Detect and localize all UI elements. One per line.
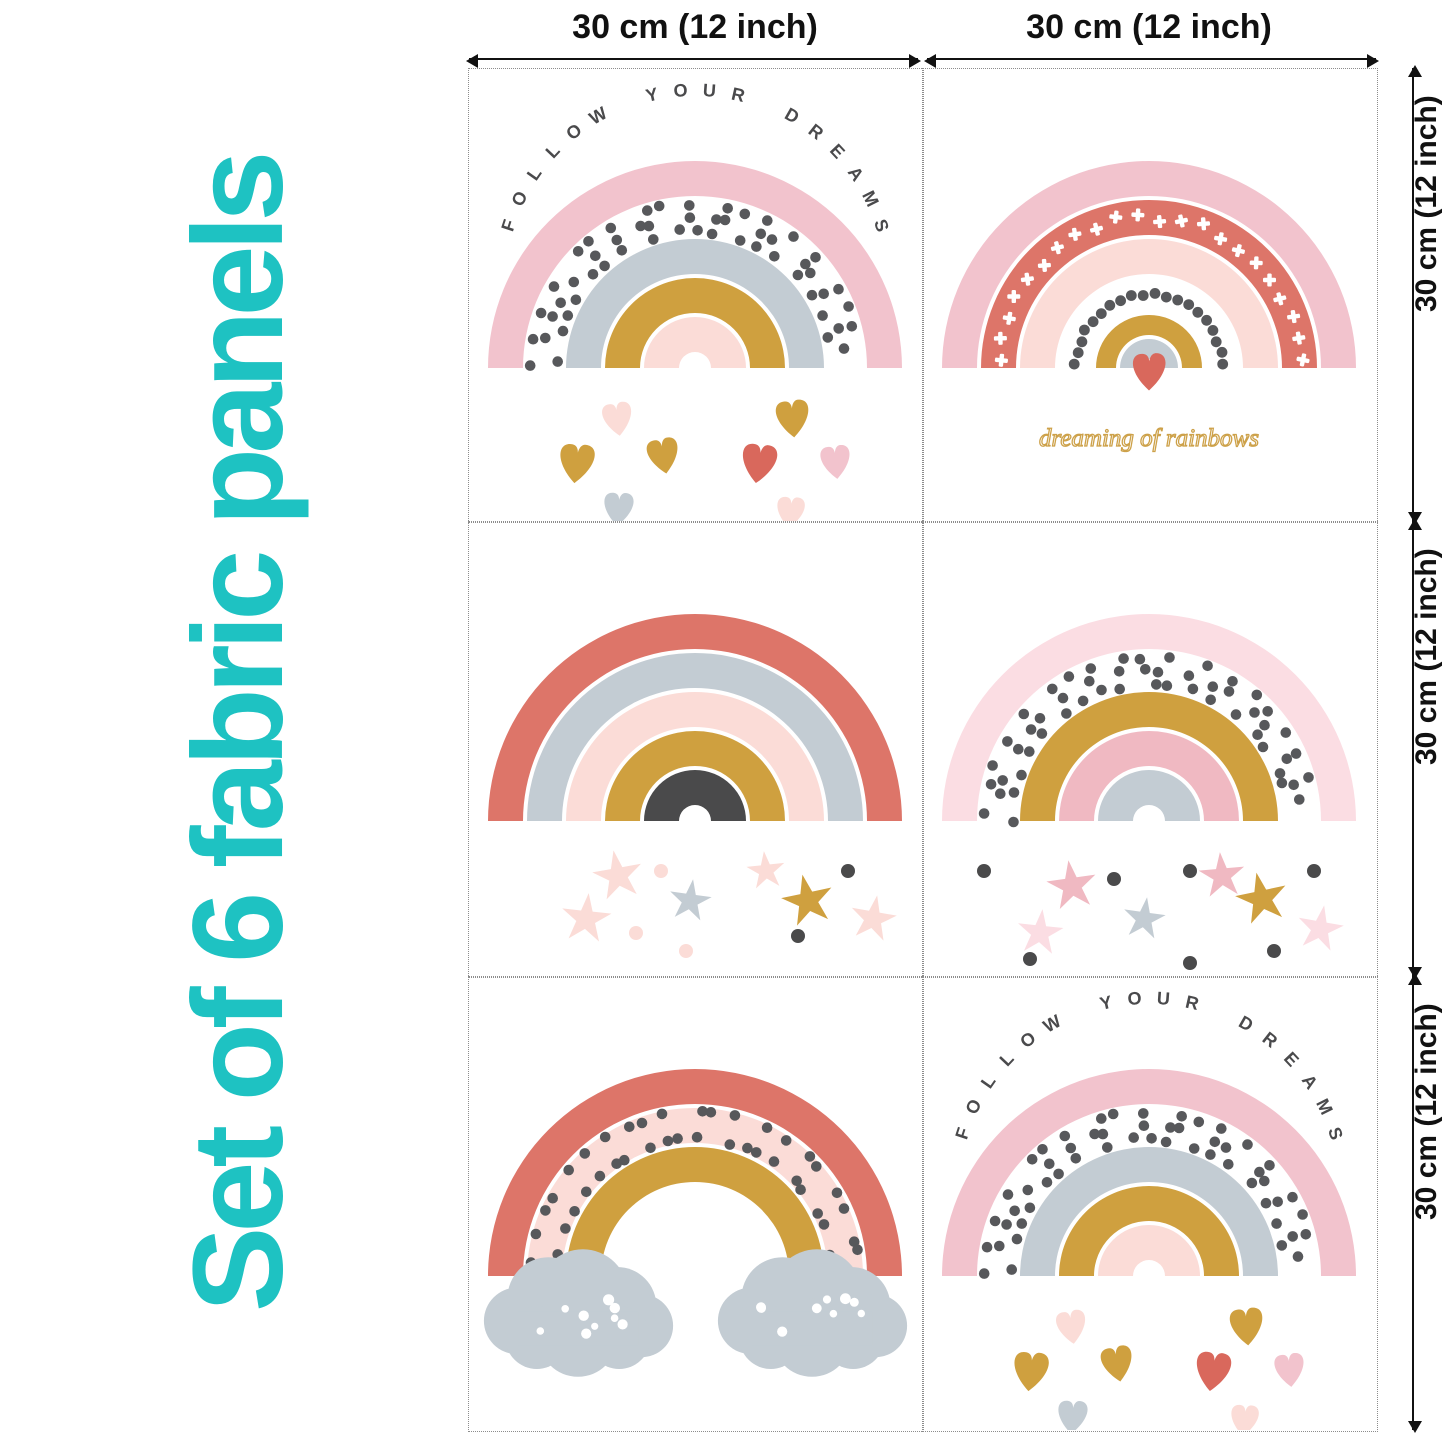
svg-text:L: L	[542, 140, 564, 162]
svg-text:R: R	[1259, 1028, 1282, 1052]
svg-text:O: O	[673, 80, 688, 101]
svg-text:W: W	[1040, 1011, 1065, 1037]
svg-text:R: R	[1184, 992, 1201, 1014]
svg-text:E: E	[1280, 1048, 1303, 1070]
svg-text:O: O	[1016, 1028, 1039, 1052]
svg-text:A: A	[1298, 1071, 1322, 1093]
svg-text:U: U	[1156, 988, 1170, 1009]
svg-text:S: S	[870, 217, 893, 235]
svg-text:D: D	[1235, 1012, 1256, 1036]
svg-text:Y: Y	[644, 84, 660, 106]
svg-text:M: M	[1312, 1095, 1337, 1117]
svg-text:O: O	[507, 188, 531, 209]
svg-text:F: F	[497, 217, 519, 234]
svg-text:O: O	[961, 1096, 985, 1117]
svg-text:R: R	[730, 84, 747, 106]
svg-text:D: D	[781, 104, 802, 128]
svg-text:W: W	[586, 103, 611, 129]
svg-text:O: O	[1127, 988, 1142, 1009]
svg-text:E: E	[826, 140, 849, 162]
svg-text:A: A	[844, 163, 868, 185]
svg-text:Y: Y	[1098, 992, 1114, 1014]
svg-text:L: L	[977, 1072, 1000, 1092]
svg-text:U: U	[702, 80, 716, 101]
svg-text:L: L	[523, 164, 546, 184]
svg-text:dreaming of rainbows: dreaming of rainbows	[1039, 425, 1259, 452]
svg-text:S: S	[1324, 1125, 1347, 1143]
svg-text:R: R	[805, 120, 828, 144]
svg-text:M: M	[858, 187, 883, 209]
svg-text:L: L	[996, 1048, 1018, 1070]
svg-text:F: F	[951, 1125, 973, 1142]
svg-text:O: O	[562, 120, 585, 144]
